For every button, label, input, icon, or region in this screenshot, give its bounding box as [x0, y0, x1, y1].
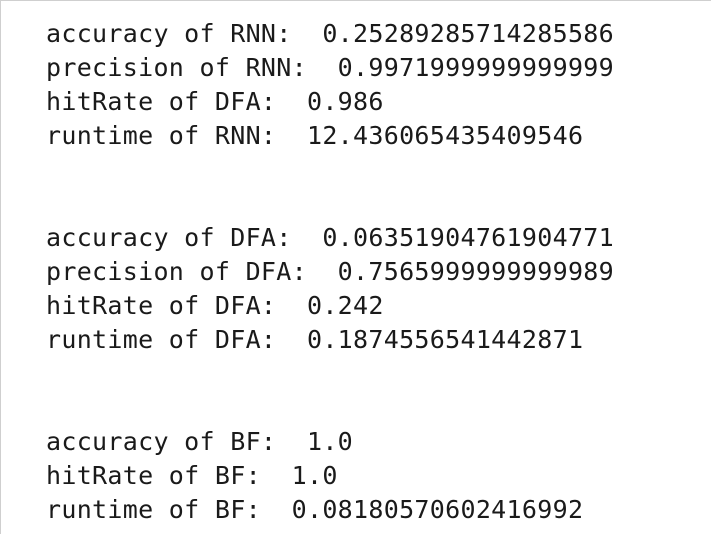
console-output: accuracy of RNN: 0.25289285714285586 prec…: [46, 17, 614, 534]
output-line: accuracy of DFA: 0.06351904761904771: [46, 223, 614, 252]
output-block: accuracy of BF: 1.0 hitRate of BF: 1.0 run…: [46, 425, 614, 527]
output-line: precision of DFA: 0.7565999999999989: [46, 257, 614, 286]
output-line: accuracy of RNN: 0.25289285714285586: [46, 19, 614, 48]
output-line: hitRate of DFA: 0.986: [46, 87, 384, 116]
output-line: runtime of DFA: 0.1874556541442871: [46, 325, 584, 354]
output-block: accuracy of DFA: 0.06351904761904771 prec…: [46, 221, 614, 357]
output-line: hitRate of DFA: 0.242: [46, 291, 384, 320]
output-block: accuracy of RNN: 0.25289285714285586 prec…: [46, 17, 614, 153]
output-line: accuracy of BF: 1.0: [46, 427, 354, 456]
output-line: runtime of BF: 0.08180570602416992: [46, 495, 584, 524]
output-line: hitRate of BF: 1.0: [46, 461, 338, 490]
output-line: precision of RNN: 0.9971999999999999: [46, 53, 614, 82]
output-line: runtime of RNN: 12.436065435409546: [46, 121, 584, 150]
